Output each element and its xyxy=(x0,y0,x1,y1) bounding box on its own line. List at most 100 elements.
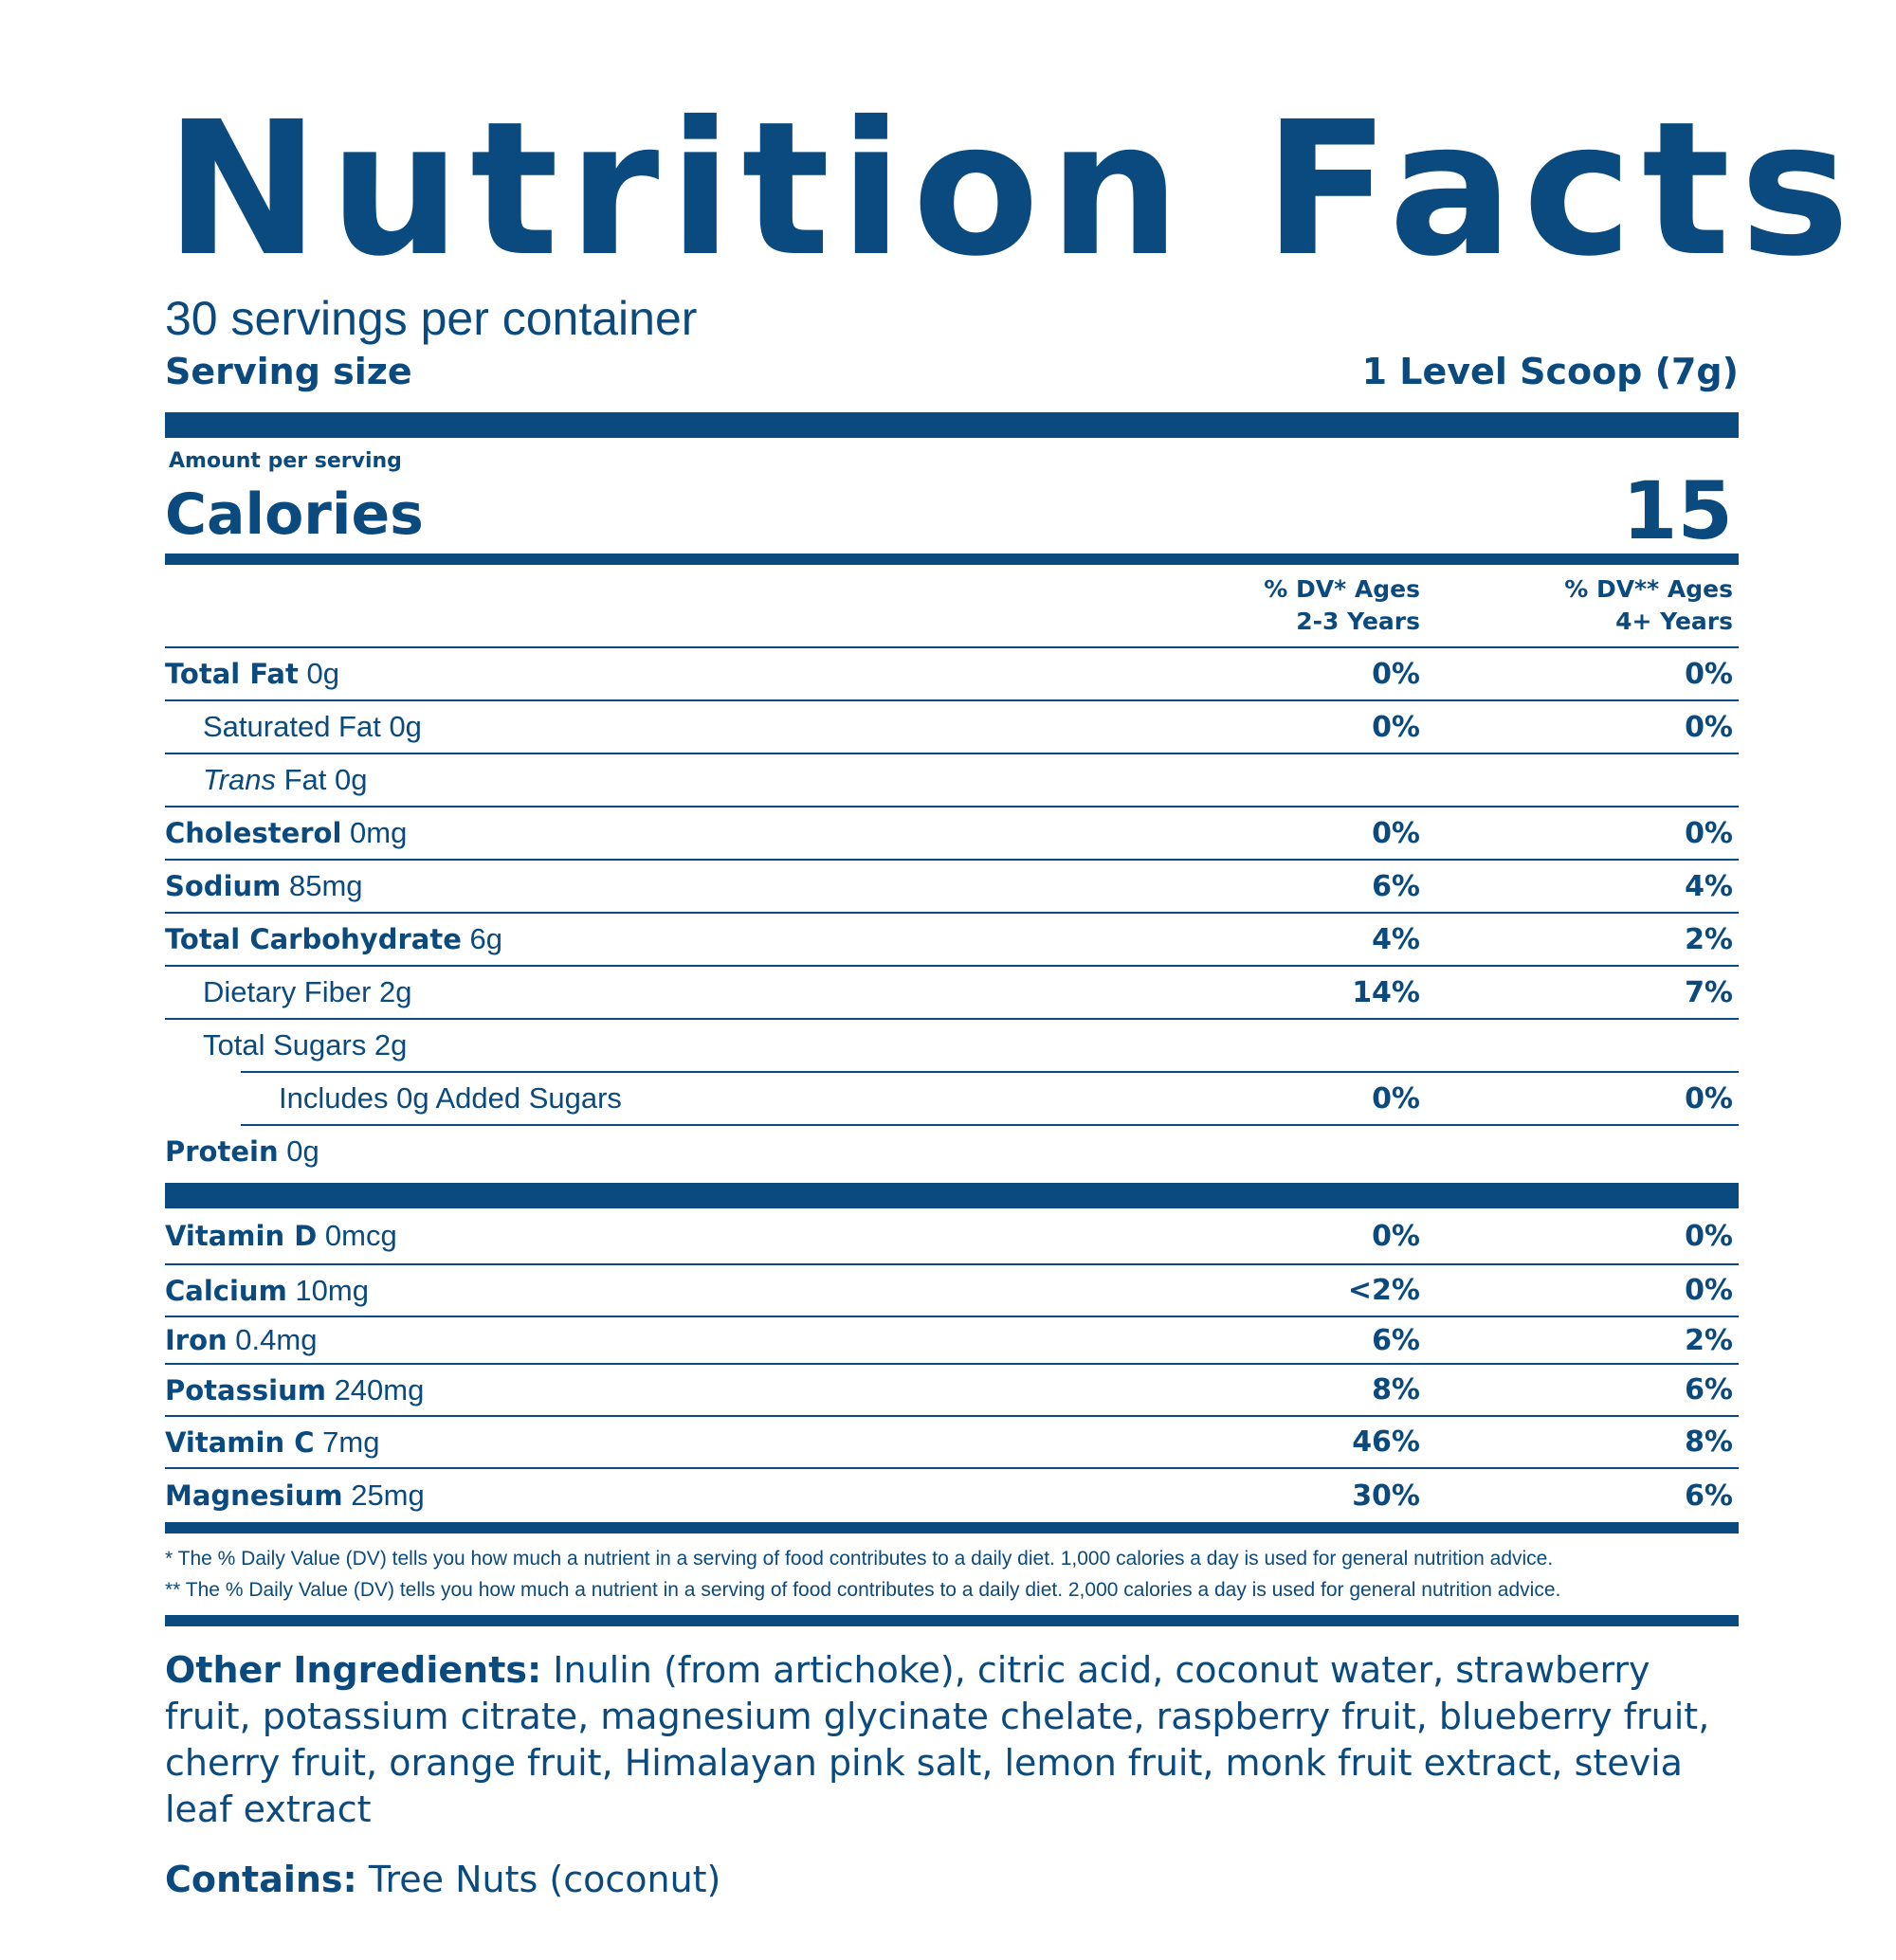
dv-ages-2-3: 0% xyxy=(1372,816,1420,850)
nutrient-row-added-sugars: Includes 0g Added Sugars 0% 0% xyxy=(241,1073,1739,1126)
vitamin-amount: 10mg xyxy=(295,1273,369,1307)
dv-header-ages-4-plus: % DV** Ages 4+ Years xyxy=(1420,573,1739,638)
dv-ages-2-3: 46% xyxy=(1352,1425,1420,1459)
dv-ages-2-3: 30% xyxy=(1352,1479,1420,1513)
thick-divider xyxy=(165,412,1739,438)
footnote-1000-calories: * The % Daily Value (DV) tells you how m… xyxy=(165,1548,1554,1570)
serving-size-row: Serving size 1 Level Scoop (7g) xyxy=(165,348,1739,395)
nutrition-facts-title: Nutrition Facts xyxy=(165,82,1860,297)
nutrient-name: Sodium xyxy=(165,870,282,902)
vitamin-amount: 25mg xyxy=(351,1479,425,1512)
nutrient-name: Cholesterol xyxy=(165,817,342,849)
dv-ages-2-3: 14% xyxy=(1352,975,1420,1009)
dv-ages-2-3: 6% xyxy=(1372,869,1420,903)
nutrient-name: Saturated Fat 0g xyxy=(203,710,422,743)
other-ingredients-text: Inulin (from artichoke), citric acid, co… xyxy=(165,1649,1710,1830)
vitamin-name: Vitamin C xyxy=(165,1425,315,1459)
nutrient-row-trans-fat: Trans Fat 0g xyxy=(165,754,1739,808)
nutrient-name: Dietary Fiber 2g xyxy=(203,975,412,1008)
dv-ages-4-plus: 6% xyxy=(1685,1479,1733,1513)
dv-ages-2-3: 6% xyxy=(1372,1323,1420,1357)
nutrient-name: Total Carbohydrate xyxy=(165,923,462,955)
dv-ages-2-3: 4% xyxy=(1372,922,1420,956)
medium-divider xyxy=(165,1615,1739,1626)
dv-ages-4-plus: 0% xyxy=(1685,816,1733,850)
nutrient-row-total-fat: Total Fat 0g 0% 0% xyxy=(165,648,1739,701)
serving-size-value: 1 Level Scoop (7g) xyxy=(1361,351,1739,392)
vitamin-amount: 7mg xyxy=(322,1425,380,1459)
thick-divider xyxy=(165,1183,1739,1208)
vitamin-amount: 0mcg xyxy=(324,1219,397,1252)
vitamin-name: Calcium xyxy=(165,1274,287,1307)
nutrient-row-cholesterol: Cholesterol 0mg 0% 0% xyxy=(165,808,1739,861)
dv-ages-4-plus: 0% xyxy=(1685,1219,1733,1253)
vitamin-row-magnesium: Magnesium 25mg 30% 6% xyxy=(165,1469,1739,1522)
amount-per-serving: Amount per serving xyxy=(169,449,402,473)
dv-ages-2-3: 8% xyxy=(1372,1373,1420,1406)
nutrient-name-italic: Trans xyxy=(203,763,276,796)
vitamin-row-calcium: Calcium 10mg <2% 0% xyxy=(165,1265,1739,1317)
dv-ages-4-plus: 2% xyxy=(1685,1323,1733,1357)
calories-row: Calories 15 xyxy=(165,464,1739,557)
dv-ages-4-plus: 2% xyxy=(1685,922,1733,956)
nutrient-name: Total Sugars 2g xyxy=(203,1028,408,1062)
vitamin-row-vitamin-d: Vitamin D 0mcg 0% 0% xyxy=(165,1208,1739,1265)
nutrient-amount: 85mg xyxy=(289,869,363,902)
thin-divider xyxy=(165,646,1739,648)
dv-header-b-line1: % DV** Ages xyxy=(1564,575,1733,603)
footnote-2000-calories: ** The % Daily Value (DV) tells you how … xyxy=(165,1579,1561,1601)
contains-label: Contains: xyxy=(165,1859,357,1900)
vitamin-row-vitamin-c: Vitamin C 7mg 46% 8% xyxy=(165,1417,1739,1469)
dv-ages-2-3: 0% xyxy=(1372,1219,1420,1253)
nutrient-name: Protein xyxy=(165,1135,279,1168)
nutrient-row-saturated-fat: Saturated Fat 0g 0% 0% xyxy=(165,701,1739,754)
nutrient-row-protein: Protein 0g xyxy=(165,1126,1739,1177)
nutrient-row-dietary-fiber: Dietary Fiber 2g 14% 7% xyxy=(165,967,1739,1020)
vitamin-name: Magnesium xyxy=(165,1479,343,1512)
nutrient-row-total-sugars: Total Sugars 2g xyxy=(165,1020,1739,1071)
dv-ages-2-3: 0% xyxy=(1372,710,1420,744)
vitamin-name: Iron xyxy=(165,1324,228,1356)
vitamin-amount: 240mg xyxy=(334,1372,425,1406)
vitamin-name: Potassium xyxy=(165,1373,326,1406)
dv-header-row: % DV* Ages 2-3 Years % DV** Ages 4+ Year… xyxy=(165,565,1739,646)
vitamin-row-potassium: Potassium 240mg 8% 6% xyxy=(165,1365,1739,1417)
nutrient-amount: 0mg xyxy=(350,816,408,849)
dv-ages-4-plus: 0% xyxy=(1685,710,1733,744)
medium-divider xyxy=(165,554,1739,565)
nutrition-facts-panel: Nutrition Facts 30 servings per containe… xyxy=(165,82,1860,1903)
dv-ages-4-plus: 4% xyxy=(1685,869,1733,903)
allergen-contains: Contains: Tree Nuts (coconut) xyxy=(165,1856,1739,1903)
nutrient-row-sodium: Sodium 85mg 6% 4% xyxy=(165,861,1739,914)
nutrient-amount: 6g xyxy=(469,922,502,955)
serving-size-label: Serving size xyxy=(165,351,412,392)
dv-ages-4-plus: 7% xyxy=(1685,975,1733,1009)
calories-value: 15 xyxy=(1622,464,1733,557)
dv-ages-4-plus: 0% xyxy=(1685,657,1733,691)
dv-header-ages-2-3: % DV* Ages 2-3 Years xyxy=(1107,573,1420,638)
nutrient-name: Fat 0g xyxy=(283,763,368,796)
vitamin-amount: 0.4mg xyxy=(235,1323,318,1356)
footnotes: * The % Daily Value (DV) tells you how m… xyxy=(165,1534,1739,1615)
servings-per-container: 30 servings per container xyxy=(165,292,698,345)
dv-ages-4-plus: 0% xyxy=(1685,1081,1733,1116)
dv-ages-2-3: <2% xyxy=(1347,1274,1420,1307)
vitamin-row-iron: Iron 0.4mg 6% 2% xyxy=(165,1317,1739,1365)
nutrient-amount: 0g xyxy=(286,1134,319,1168)
dv-ages-2-3: 0% xyxy=(1372,1081,1420,1116)
nutrient-name: Includes 0g Added Sugars xyxy=(279,1081,622,1115)
vitamin-name: Vitamin D xyxy=(165,1220,318,1252)
dv-header-a-line2: 2-3 Years xyxy=(1296,608,1420,635)
dv-ages-4-plus: 8% xyxy=(1685,1425,1733,1459)
other-ingredients-label: Other Ingredients: xyxy=(165,1649,542,1691)
dv-ages-2-3: 0% xyxy=(1372,657,1420,691)
nutrient-row-total-carbohydrate: Total Carbohydrate 6g 4% 2% xyxy=(165,914,1739,967)
nutrient-name: Total Fat xyxy=(165,658,299,690)
dv-header-a-line1: % DV* Ages xyxy=(1264,575,1420,603)
indented-divider xyxy=(241,1071,1739,1073)
dv-ages-4-plus: 6% xyxy=(1685,1373,1733,1406)
medium-divider xyxy=(165,1522,1739,1534)
nutrient-amount: 0g xyxy=(306,657,339,690)
dv-ages-4-plus: 0% xyxy=(1685,1274,1733,1307)
other-ingredients: Other Ingredients: Inulin (from artichok… xyxy=(165,1647,1739,1833)
